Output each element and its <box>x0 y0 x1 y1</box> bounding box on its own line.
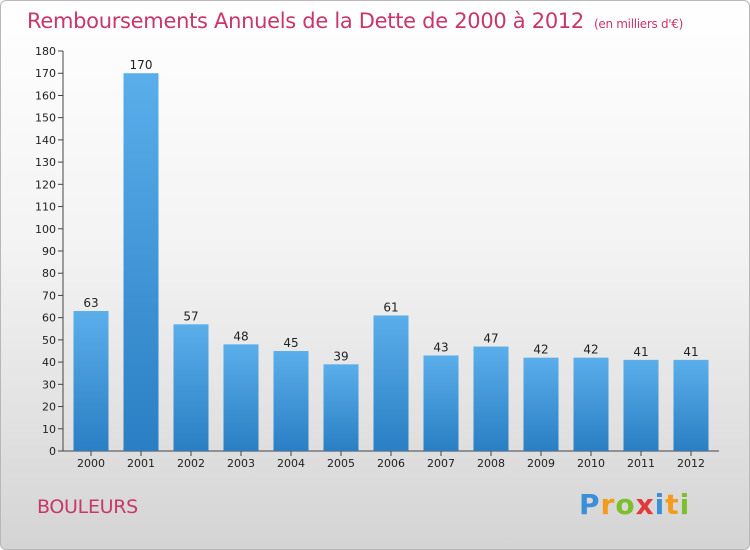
bar <box>573 357 609 451</box>
y-tick-label: 80 <box>42 267 56 280</box>
data-label: 41 <box>633 345 648 359</box>
x-tick-label: 2006 <box>377 457 405 470</box>
data-label: 41 <box>683 345 698 359</box>
x-tick-label: 2005 <box>327 457 355 470</box>
data-label: 45 <box>283 336 298 350</box>
y-tick-label: 30 <box>42 378 56 391</box>
data-label: 42 <box>583 343 598 357</box>
chart-title: Remboursements Annuels de la Dette de 20… <box>27 9 683 33</box>
y-tick-label: 20 <box>42 401 56 414</box>
bar <box>523 357 559 451</box>
bar <box>623 359 659 451</box>
y-tick-label: 0 <box>49 445 56 458</box>
bar <box>173 324 209 451</box>
y-tick-label: 180 <box>35 45 56 58</box>
y-tick-label: 150 <box>35 112 56 125</box>
x-tick-label: 2003 <box>227 457 255 470</box>
data-label: 47 <box>483 332 498 346</box>
x-tick-label: 2004 <box>277 457 305 470</box>
logo-letter: t <box>665 488 680 521</box>
logo-letter: r <box>600 488 616 521</box>
data-label: 63 <box>83 296 98 310</box>
logo-letter: i <box>654 488 666 521</box>
bar <box>423 355 459 451</box>
y-tick-label: 160 <box>35 89 56 102</box>
y-tick-label: 170 <box>35 67 56 80</box>
logo-letter: P <box>579 488 601 521</box>
data-label: 42 <box>533 343 548 357</box>
chart-title-text: Remboursements Annuels de la Dette de 20… <box>27 9 584 33</box>
commune-name: BOULEURS <box>37 496 138 518</box>
bar <box>473 346 509 451</box>
y-tick-label: 10 <box>42 423 56 436</box>
x-tick-label: 2010 <box>577 457 605 470</box>
bar <box>373 315 409 451</box>
data-label: 170 <box>130 58 153 72</box>
bar <box>323 364 359 451</box>
x-tick-label: 2009 <box>527 457 555 470</box>
bar <box>673 359 709 451</box>
x-tick-label: 2007 <box>427 457 455 470</box>
logo-letter: i <box>679 488 691 521</box>
data-label: 43 <box>433 340 448 354</box>
y-tick-label: 120 <box>35 178 56 191</box>
x-tick-label: 2001 <box>127 457 155 470</box>
bar <box>73 311 109 451</box>
y-tick-label: 50 <box>42 334 56 347</box>
logo-letter: o <box>615 488 636 521</box>
data-label: 48 <box>233 329 248 343</box>
proxiti-logo[interactable]: Proxiti <box>579 488 690 521</box>
data-label: 57 <box>183 309 198 323</box>
bar <box>123 73 159 451</box>
y-axis: 0 10 20 30 40 50 60 70 80 90 100 110 120 130 140 150 160… <box>35 45 719 458</box>
data-label: 61 <box>383 300 398 314</box>
y-tick-label: 40 <box>42 356 56 369</box>
bar <box>223 344 259 451</box>
y-tick-label: 140 <box>35 134 56 147</box>
y-tick-label: 130 <box>35 156 56 169</box>
x-tick-label: 2008 <box>477 457 505 470</box>
x-tick-label: 2012 <box>677 457 705 470</box>
y-tick-label: 90 <box>42 245 56 258</box>
logo-letter: x <box>635 488 655 521</box>
x-tick-label: 2011 <box>627 457 655 470</box>
chart-unit: (en milliers d'€) <box>594 17 684 31</box>
x-tick-label: 2002 <box>177 457 205 470</box>
x-axis: 2000 2001 2002 2003 2004 2005 2006 2007 2008 2009… <box>77 451 705 470</box>
y-tick-label: 60 <box>42 312 56 325</box>
data-label: 39 <box>333 349 348 363</box>
y-tick-label: 110 <box>35 201 56 214</box>
x-tick-label: 2000 <box>77 457 105 470</box>
y-tick-label: 70 <box>42 289 56 302</box>
bars: 63 170 57 48 45 39 61 43 47 42 42 41 41 <box>73 58 709 451</box>
y-tick-label: 100 <box>35 223 56 236</box>
bar <box>273 351 309 451</box>
